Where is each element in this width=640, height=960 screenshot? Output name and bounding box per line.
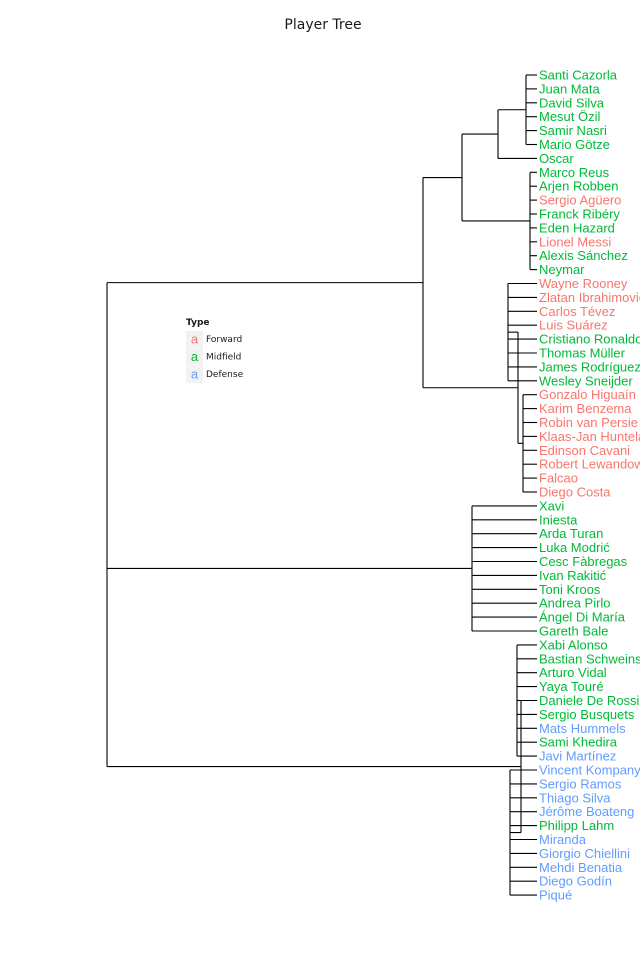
chart-title: Player Tree <box>284 17 361 33</box>
leaf-label: Marco Reus <box>539 165 610 180</box>
leaf-label: Xavi <box>539 498 564 513</box>
leaf-label: Piqué <box>539 888 572 903</box>
leaf-label: Zlatan Ibrahimović <box>539 290 640 305</box>
legend-label: Defense <box>206 370 244 380</box>
leaf-label: Toni Kroos <box>539 582 601 597</box>
leaf-label: Alexis Sánchez <box>539 248 628 263</box>
leaf-label: Yaya Touré <box>539 679 604 694</box>
leaf-label: Thomas Müller <box>539 346 626 361</box>
leaf-label: Jérôme Boateng <box>539 804 634 819</box>
leaf-label: Philipp Lahm <box>539 818 614 833</box>
leaf-label: Andrea Pirlo <box>539 596 611 611</box>
leaf-label: Ángel Di María <box>539 610 626 625</box>
leaf-label: Javi Martínez <box>539 749 616 764</box>
leaf-label: Carlos Tévez <box>539 304 615 319</box>
legend-key-glyph: a <box>191 367 199 382</box>
leaf-label: Cristiano Ronaldo <box>539 332 640 347</box>
leaf-label: Eden Hazard <box>539 220 615 235</box>
leaf-label: Gonzalo Higuaín <box>539 387 636 402</box>
leaf-label: Mehdi Benatia <box>539 860 623 875</box>
leaf-label: Daniele De Rossi <box>539 693 640 708</box>
leaf-label: Vincent Kompany <box>539 763 640 778</box>
legend-label: Forward <box>206 335 242 345</box>
leaf-label: Klaas-Jan Huntelaar <box>539 429 640 444</box>
leaf-label: Bastian Schweinsteiger <box>539 651 640 666</box>
leaf-label: Sergio Agüero <box>539 193 621 208</box>
leaf-label: Mesut Özil <box>539 109 601 124</box>
leaf-label: Wesley Sneijder <box>539 373 633 388</box>
leaf-label: David Silva <box>539 95 605 110</box>
leaf-label: Sergio Busquets <box>539 707 635 722</box>
leaf-label: Mats Hummels <box>539 721 626 736</box>
leaf-label: Lionel Messi <box>539 234 611 249</box>
leaf-label: Diego Godín <box>539 874 612 889</box>
leaf-label: Giorgio Chiellini <box>539 846 630 861</box>
leaf-label: Sami Khedira <box>539 735 618 750</box>
legend-key-background <box>186 348 203 366</box>
leaf-label: Wayne Rooney <box>539 276 628 291</box>
leaf-label: Karim Benzema <box>539 401 632 416</box>
legend-key-glyph: a <box>191 349 199 364</box>
leaf-label: Mario Götze <box>539 137 610 152</box>
leaf-label: Cesc Fàbregas <box>539 554 628 569</box>
leaf-label: Samir Nasri <box>539 123 607 138</box>
leaf-label: Neymar <box>539 262 585 277</box>
leaf-label: Robert Lewandowski <box>539 457 640 472</box>
leaf-label: Edinson Cavani <box>539 443 630 458</box>
legend-key-glyph: a <box>191 332 199 347</box>
leaf-label: Thiago Silva <box>539 790 611 805</box>
leaf-label: Arda Turan <box>539 526 603 541</box>
legend-key-background <box>186 331 203 348</box>
leaf-label: Miranda <box>539 832 587 847</box>
legend-title: Type <box>186 318 209 328</box>
leaf-label: James Rodríguez <box>539 359 640 374</box>
leaf-label: Robin van Persie <box>539 415 638 430</box>
leaf-label: Iniesta <box>539 512 578 527</box>
dendrogram-branches <box>106 74 537 896</box>
leaf-label: Xabi Alonso <box>539 637 608 652</box>
leaf-label: Juan Mata <box>539 81 600 96</box>
leaf-label: Luka Modrić <box>539 540 610 555</box>
legend-key-background <box>186 366 203 383</box>
leaf-label: Oscar <box>539 151 574 166</box>
legend-label: Midfield <box>206 353 241 363</box>
leaf-label: Santi Cazorla <box>539 68 618 83</box>
leaf-label: Luis Suárez <box>539 318 608 333</box>
leaf-label: Diego Costa <box>539 485 611 500</box>
leaf-label: Arjen Robben <box>539 179 619 194</box>
leaf-label: Falcao <box>539 471 578 486</box>
leaf-label: Arturo Vidal <box>539 665 607 680</box>
leaf-label: Franck Ribéry <box>539 207 620 222</box>
leaf-label: Sergio Ramos <box>539 776 622 791</box>
leaf-label: Ivan Rakitić <box>539 568 607 583</box>
legend: Type a Forward a Midfield a Defense <box>186 318 244 383</box>
leaf-label: Gareth Bale <box>539 624 608 639</box>
